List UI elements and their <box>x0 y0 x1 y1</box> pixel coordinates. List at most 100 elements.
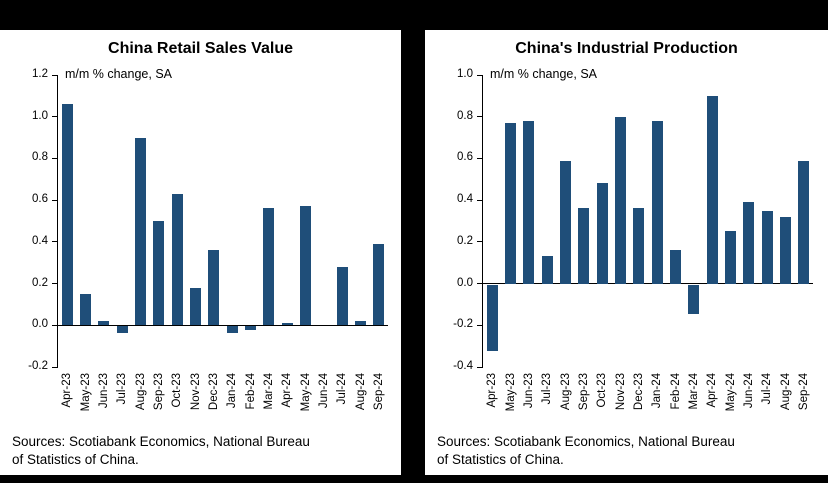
chart-title: China Retail Sales Value <box>108 40 293 57</box>
x-tick-label: Sep-24 <box>372 373 385 411</box>
x-tick-label: Mar-24 <box>687 373 700 410</box>
y-tick-label: 0.4 <box>32 234 48 247</box>
bar-Oct-23 <box>596 183 608 284</box>
x-tick-label: Nov-23 <box>614 373 627 411</box>
x-tick-label: Feb-24 <box>669 373 682 410</box>
x-tick-label: Sep-23 <box>152 373 165 411</box>
x-tick-label: Mar-24 <box>262 373 275 410</box>
y-axis-line <box>482 75 483 367</box>
y-tick-label: 0.0 <box>32 318 48 331</box>
bar-Jun-23 <box>98 321 110 326</box>
bar-Jan-24 <box>651 120 663 284</box>
y-tick-mark <box>52 199 58 201</box>
x-tick-label: May-23 <box>79 373 92 412</box>
x-tick-label: Oct-23 <box>596 373 609 408</box>
x-tick-label: Jan-24 <box>226 373 239 409</box>
y-tick-mark <box>52 241 58 243</box>
bar-May-23 <box>80 294 91 326</box>
x-tick-label: Aug-24 <box>779 373 792 411</box>
x-tick-label: Nov-23 <box>189 373 202 411</box>
y-tick-label: 0.6 <box>457 151 473 164</box>
plot-area: m/m % change, SA -0.4 -0.2 0.0 0.2 0.4 0.6 0.8… <box>453 67 813 411</box>
x-tick-label: May-24 <box>724 373 737 412</box>
bar-Sep-24 <box>798 160 810 284</box>
x-tick-label: May-23 <box>504 373 517 412</box>
x-tick-label: Jun-24 <box>317 373 330 409</box>
x-tick-label: Jun-23 <box>97 373 110 409</box>
x-tick-label: Apr-24 <box>706 373 719 408</box>
bar-Jul-24 <box>336 266 348 326</box>
bar-Aug-23 <box>135 137 146 326</box>
bar-Feb-24 <box>245 326 256 331</box>
bar-Mar-24 <box>688 284 700 314</box>
x-tick-label: Feb-24 <box>244 373 257 410</box>
bar-Sep-24 <box>373 243 385 326</box>
y-tick-mark <box>477 74 483 76</box>
x-tick-label: Jun-24 <box>742 373 755 409</box>
y-tick-label: 0.2 <box>32 276 48 289</box>
x-tick-label: Apr-24 <box>281 373 294 408</box>
bar-Dec-23 <box>208 250 220 326</box>
y-tick-label: 0.8 <box>32 151 48 164</box>
y-tick-mark <box>52 74 58 76</box>
x-tick-label: Jun-23 <box>522 373 535 409</box>
y-tick-label: 0.0 <box>457 276 473 289</box>
chart-panel-industrial-production: China's Industrial Production m/m % chan… <box>425 30 828 475</box>
y-tick-mark <box>52 157 58 159</box>
axis-unit-label: m/m % change, SA <box>65 67 172 81</box>
chart-title: China's Industrial Production <box>515 40 738 57</box>
zero-line <box>483 283 813 285</box>
y-tick-mark <box>477 366 483 368</box>
x-tick-label: Aug-23 <box>134 373 147 411</box>
x-tick-label: Dec-23 <box>207 373 220 411</box>
x-tick-label: Jul-24 <box>336 373 349 405</box>
x-tick-label: May-24 <box>299 373 312 412</box>
panel-divider <box>401 0 425 483</box>
y-tick-mark <box>477 157 483 159</box>
plot-area: m/m % change, SA -0.2 0.0 0.2 0.4 0.6 0.8 1.0 1… <box>28 67 388 411</box>
x-tick-label: Jan-24 <box>651 373 664 409</box>
y-tick-label: 1.2 <box>32 68 48 80</box>
y-tick-mark <box>477 241 483 243</box>
y-tick-label: 1.0 <box>32 109 48 122</box>
bar-Sep-23 <box>153 221 165 326</box>
bar-May-23 <box>505 122 516 284</box>
y-tick-mark <box>477 116 483 118</box>
zero-line <box>58 324 388 326</box>
bar-Aug-23 <box>560 160 571 284</box>
bar-Sep-23 <box>578 208 590 284</box>
bar-Dec-23 <box>633 208 645 284</box>
bar-Feb-24 <box>670 250 681 284</box>
bar-Jul-23 <box>116 326 128 333</box>
x-tick-label: Jul-23 <box>541 373 554 405</box>
chart-panel-retail-sales: China Retail Sales Value m/m % change, S… <box>0 30 401 475</box>
axis-unit-label: m/m % change, SA <box>490 67 597 81</box>
y-tick-label: 0.4 <box>457 193 473 206</box>
bar-Jan-24 <box>226 326 238 333</box>
x-tick-label: Sep-24 <box>797 373 810 411</box>
sources-note: Sources: Scotiabank Economics, National … <box>12 433 310 467</box>
x-tick-label: Aug-23 <box>559 373 572 411</box>
x-tick-label: Jul-24 <box>761 373 774 405</box>
y-tick-label: -0.4 <box>453 360 473 372</box>
bar-Nov-23 <box>615 116 626 284</box>
y-axis-line <box>57 75 58 367</box>
y-tick-label: 0.2 <box>457 234 473 247</box>
bar-Jul-23 <box>541 256 553 284</box>
bar-Mar-24 <box>263 208 275 326</box>
y-tick-mark <box>52 116 58 118</box>
bar-Apr-24 <box>281 323 293 326</box>
bar-Nov-23 <box>190 287 201 326</box>
y-tick-mark <box>477 324 483 326</box>
x-tick-label: Jul-23 <box>116 373 129 405</box>
bar-Jun-24 <box>743 202 755 284</box>
x-tick-label: Apr-23 <box>486 373 499 408</box>
bar-May-24 <box>725 231 736 284</box>
bar-Apr-23 <box>486 284 498 352</box>
y-tick-label: 0.8 <box>457 109 473 122</box>
y-tick-mark <box>52 366 58 368</box>
bar-Oct-23 <box>171 193 183 326</box>
y-tick-mark <box>477 283 483 285</box>
bar-Jul-24 <box>761 210 773 284</box>
